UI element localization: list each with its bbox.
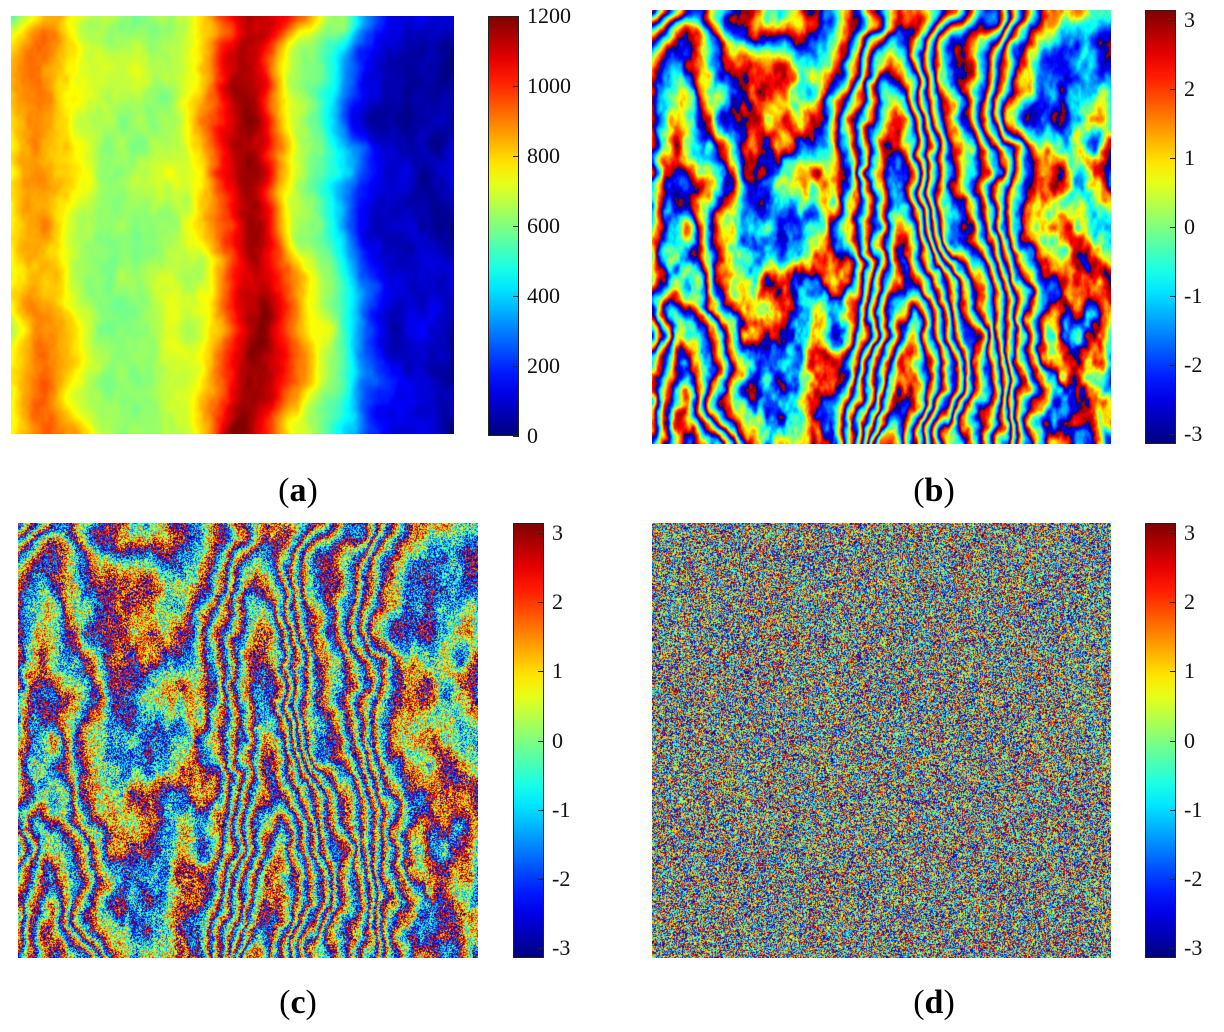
colorbar-tick bbox=[538, 740, 544, 742]
colorbar-tick-label: -3 bbox=[1184, 421, 1203, 447]
colorbar-tick-label: -2 bbox=[552, 865, 571, 891]
colorbar-tick bbox=[538, 602, 544, 604]
heatmap-image bbox=[11, 16, 454, 434]
colorbar-tick-label: 1000 bbox=[527, 73, 571, 98]
colorbar-tick-label: 3 bbox=[1184, 6, 1195, 32]
colorbar-tick-label: 2 bbox=[1184, 589, 1195, 615]
colorbar-tick-label: 800 bbox=[527, 143, 560, 168]
colorbar-tick bbox=[513, 86, 519, 87]
colorbar-tick bbox=[1170, 878, 1176, 880]
colorbar-tick-label: -3 bbox=[552, 935, 571, 961]
colorbar-tick-label: -2 bbox=[1184, 352, 1203, 378]
colorbar-tick bbox=[538, 878, 544, 880]
colorbar-tick-label: 2 bbox=[552, 589, 563, 615]
panel-caption: (a) bbox=[278, 472, 318, 509]
colorbar-tick bbox=[538, 532, 544, 534]
heatmap-image bbox=[652, 523, 1111, 958]
colorbar-tick-label: 1200 bbox=[527, 3, 571, 28]
colorbar-tick bbox=[513, 156, 519, 157]
colorbar-tick-label: -1 bbox=[552, 796, 571, 822]
colorbar-tick bbox=[1170, 948, 1176, 950]
colorbar-tick-label: 0 bbox=[527, 423, 538, 448]
colorbar-tick bbox=[1170, 19, 1176, 21]
colorbar-tick bbox=[513, 366, 519, 367]
colorbar-tick bbox=[1170, 740, 1176, 742]
colorbar-tick bbox=[1170, 434, 1176, 436]
heatmap-image bbox=[18, 523, 478, 958]
colorbar-tick bbox=[513, 296, 519, 297]
panel-caption: (b) bbox=[913, 472, 955, 509]
colorbar-tick-label: 200 bbox=[527, 353, 560, 378]
colorbar-tick bbox=[1170, 227, 1176, 228]
colorbar-tick bbox=[513, 16, 519, 17]
colorbar-tick bbox=[513, 226, 519, 227]
colorbar-tick bbox=[1170, 157, 1176, 159]
colorbar-tick bbox=[1170, 602, 1176, 604]
colorbar-tick bbox=[538, 809, 544, 811]
colorbar-tick-label: 3 bbox=[1184, 519, 1195, 545]
colorbar-tick-label: 600 bbox=[527, 213, 560, 238]
colorbar-tick-label: -1 bbox=[1184, 283, 1203, 309]
colorbar-tick bbox=[513, 436, 519, 437]
colorbar-tick bbox=[538, 948, 544, 950]
colorbar-tick bbox=[1170, 296, 1176, 298]
panel-caption: (d) bbox=[913, 984, 955, 1021]
colorbar-tick-label: 3 bbox=[552, 519, 563, 545]
colorbar-tick-label: 0 bbox=[1184, 214, 1195, 239]
colorbar-tick-label: -1 bbox=[1184, 796, 1203, 822]
colorbar-tick-label: -3 bbox=[1184, 935, 1203, 961]
colorbar-tick-label: 0 bbox=[1184, 727, 1195, 753]
colorbar-tick bbox=[1170, 809, 1176, 811]
colorbar-tick bbox=[1170, 671, 1176, 673]
colorbar-tick-label: 1 bbox=[552, 658, 563, 684]
colorbar-tick-label: -2 bbox=[1184, 865, 1203, 891]
colorbar-tick-label: 1 bbox=[1184, 658, 1195, 684]
colorbar-tick-label: 1 bbox=[1184, 144, 1195, 170]
colorbar-tick bbox=[1170, 365, 1176, 367]
colorbar-tick bbox=[538, 671, 544, 673]
colorbar-tick-label: 400 bbox=[527, 283, 560, 308]
heatmap-image bbox=[652, 10, 1111, 444]
colorbar-tick-label: 0 bbox=[552, 727, 563, 753]
colorbar-tick bbox=[1170, 532, 1176, 534]
colorbar-tick bbox=[1170, 88, 1176, 90]
colorbar-tick-label: 2 bbox=[1184, 75, 1195, 101]
panel-caption: (c) bbox=[279, 984, 317, 1021]
